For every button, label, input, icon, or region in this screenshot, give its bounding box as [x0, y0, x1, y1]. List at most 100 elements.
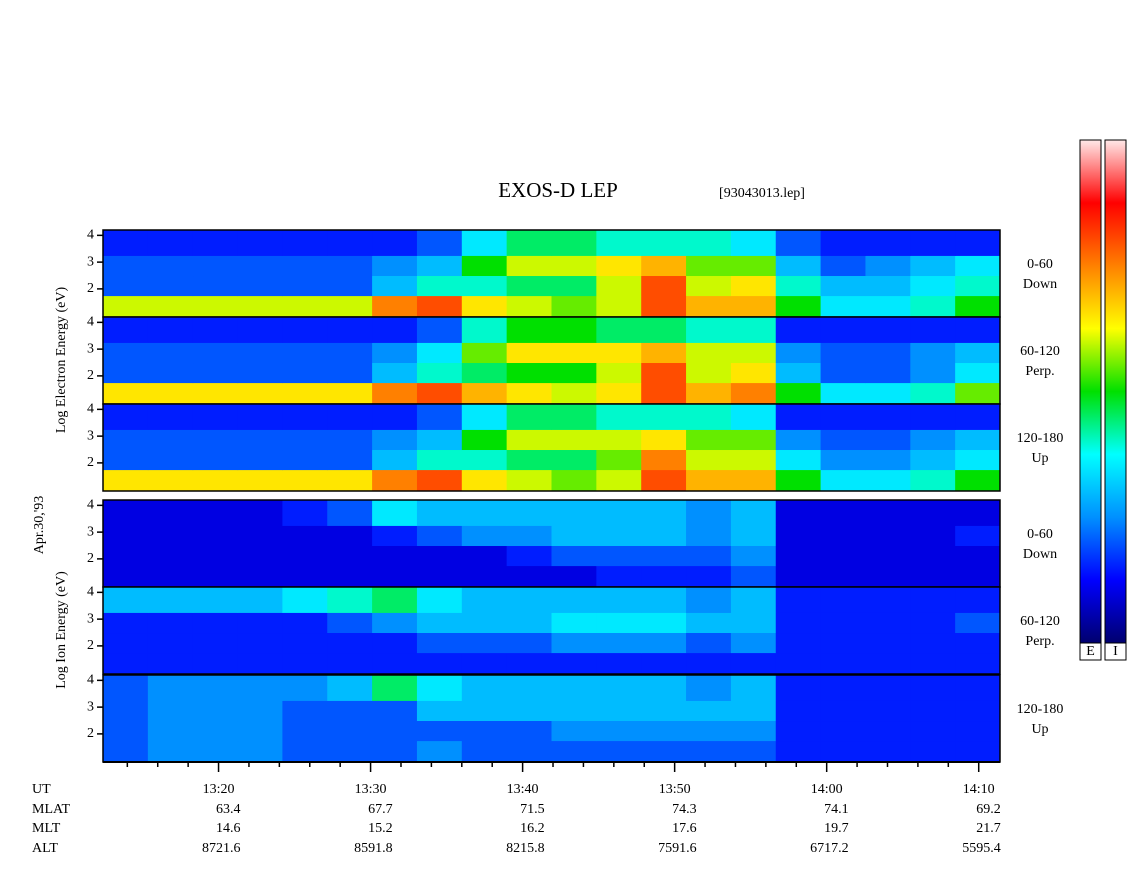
heatmap-cell	[730, 587, 777, 613]
heatmap-cell	[730, 700, 777, 722]
heatmap-cell	[192, 342, 239, 364]
heatmap-cell	[237, 565, 283, 588]
heatmap-cell	[910, 720, 956, 742]
orbit-value: 8591.8	[354, 841, 393, 856]
heatmap-cell	[730, 632, 777, 654]
heatmap-cell	[237, 587, 283, 613]
y-tick-label: 3	[87, 428, 94, 443]
heatmap-cell	[147, 295, 194, 318]
heatmap-cell	[282, 587, 328, 613]
heatmap-cell	[551, 545, 597, 567]
heatmap-cell	[506, 255, 552, 277]
heatmap-cell	[730, 469, 777, 492]
heatmap-cell	[955, 500, 1001, 526]
y-tick-label: 4	[87, 585, 94, 600]
heatmap-cell	[506, 295, 552, 318]
orbit-label: MLAT	[32, 802, 71, 817]
heatmap-cell	[820, 275, 866, 297]
heatmap-cell	[865, 275, 911, 297]
heatmap-cell	[506, 740, 552, 763]
heatmap-cell	[327, 612, 373, 634]
heatmap-cell	[461, 525, 508, 547]
colorbar	[1104, 139, 1127, 644]
heatmap-cell	[686, 545, 732, 567]
heatmap-cell	[865, 295, 911, 318]
heatmap-cell	[730, 545, 777, 567]
heatmap-cell	[237, 612, 283, 634]
heatmap-cell	[955, 545, 1001, 567]
orbit-value: 15.2	[368, 821, 393, 836]
heatmap-cell	[641, 230, 687, 256]
heatmap-cell	[865, 382, 911, 405]
x-tick-label: 13:30	[355, 782, 387, 797]
heatmap-cell	[775, 382, 822, 405]
heatmap-cell	[641, 255, 687, 277]
heatmap-cell	[686, 342, 732, 364]
heatmap-cell	[372, 720, 418, 742]
heatmap-cell	[192, 525, 239, 547]
heatmap-cell	[327, 652, 373, 675]
heatmap-cell	[416, 362, 463, 384]
heatmap-cell	[372, 255, 418, 277]
heatmap-cell	[730, 382, 777, 405]
heatmap-cell	[955, 740, 1001, 763]
heatmap-cell	[506, 500, 552, 526]
heatmap-cell	[192, 652, 239, 675]
heatmap-cell	[820, 700, 866, 722]
heatmap-cell	[282, 469, 328, 492]
heatmap-cell	[372, 700, 418, 722]
heatmap-cell	[820, 230, 866, 256]
heatmap-cell	[372, 362, 418, 384]
heatmap-cell	[237, 342, 283, 364]
heatmap-cell	[327, 317, 373, 343]
heatmap-cell	[282, 525, 328, 547]
heatmap-cell	[327, 469, 373, 492]
y-tick-label: 4	[87, 228, 94, 243]
heatmap-cell	[461, 720, 508, 742]
heatmap-cell	[596, 652, 642, 675]
heatmap-cell	[551, 652, 597, 675]
heatmap-cell	[551, 612, 597, 634]
heatmap-cell	[103, 612, 149, 634]
heatmap-cell	[596, 565, 642, 588]
heatmap-cell	[282, 275, 328, 297]
heatmap-cell	[192, 740, 239, 763]
heatmap-cell	[461, 675, 508, 701]
heatmap-cell	[461, 449, 508, 471]
heatmap-cell	[372, 404, 418, 430]
y-tick-label: 3	[87, 611, 94, 626]
heatmap-cell	[282, 449, 328, 471]
heatmap-cell	[327, 675, 373, 701]
panel-frame	[102, 403, 1001, 492]
heatmap-cell	[192, 230, 239, 256]
heatmap-cell	[282, 545, 328, 567]
heatmap-cell	[192, 362, 239, 384]
heatmap-cell	[551, 275, 597, 297]
heatmap-cell	[327, 740, 373, 763]
heatmap-cell	[416, 255, 463, 277]
heatmap-cell	[910, 675, 956, 701]
heatmap-cell	[461, 342, 508, 364]
heatmap-cell	[910, 295, 956, 318]
heatmap-cell	[327, 632, 373, 654]
heatmap-cell	[596, 525, 642, 547]
heatmap-cell	[686, 255, 732, 277]
panel-direction: Down	[1023, 547, 1057, 562]
panel-direction: Up	[1031, 722, 1048, 737]
heatmap-cell	[910, 565, 956, 588]
heatmap-cell	[192, 255, 239, 277]
heatmap-cell	[865, 545, 911, 567]
heatmap-cell	[686, 230, 732, 256]
heatmap-cell	[820, 317, 866, 343]
heatmap-cell	[551, 295, 597, 318]
heatmap-cell	[192, 382, 239, 405]
panel-angle: 120-180	[1017, 431, 1064, 446]
heatmap-cell	[955, 720, 1001, 742]
heatmap-cell	[730, 449, 777, 471]
orbit-label: MLT	[32, 821, 61, 836]
heatmap-cell	[775, 449, 822, 471]
heatmap-cell	[641, 382, 687, 405]
heatmap-cell	[775, 342, 822, 364]
heatmap-cell	[865, 404, 911, 430]
heatmap-cell	[910, 275, 956, 297]
